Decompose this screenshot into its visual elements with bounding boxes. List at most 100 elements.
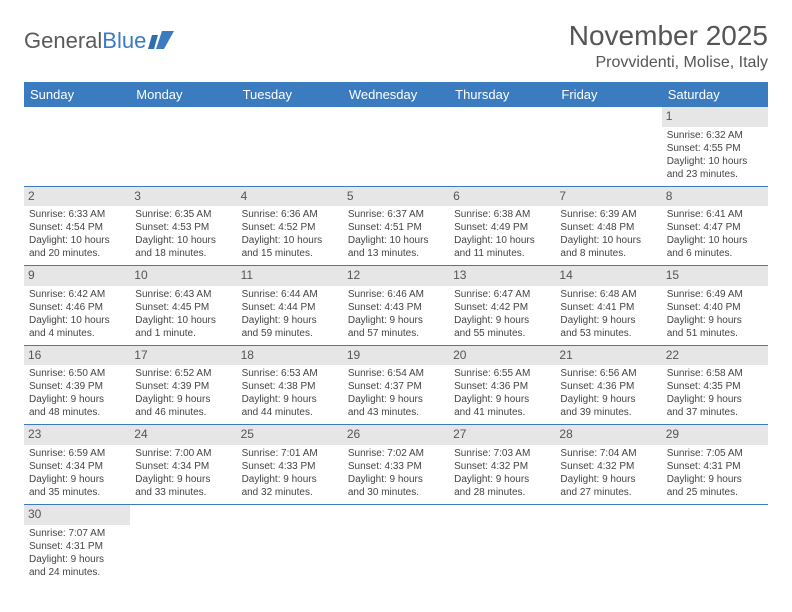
daylight-text: and 4 minutes. bbox=[29, 327, 125, 340]
day-number: 7 bbox=[555, 187, 661, 207]
day-cell: 18Sunrise: 6:53 AMSunset: 4:38 PMDayligh… bbox=[237, 345, 343, 425]
day-cell: 25Sunrise: 7:01 AMSunset: 4:33 PMDayligh… bbox=[237, 425, 343, 505]
sunrise-text: Sunrise: 6:42 AM bbox=[29, 288, 125, 301]
day-number: 30 bbox=[24, 505, 130, 525]
sunset-text: Sunset: 4:55 PM bbox=[667, 142, 763, 155]
day-number: 13 bbox=[449, 266, 555, 286]
sunrise-text: Sunrise: 6:47 AM bbox=[454, 288, 550, 301]
empty-cell bbox=[555, 107, 661, 186]
daylight-text: and 8 minutes. bbox=[560, 247, 656, 260]
sunrise-text: Sunrise: 7:04 AM bbox=[560, 447, 656, 460]
daylight-text: and 25 minutes. bbox=[667, 486, 763, 499]
daylight-text: and 55 minutes. bbox=[454, 327, 550, 340]
calendar-table: SundayMondayTuesdayWednesdayThursdayFrid… bbox=[24, 82, 768, 584]
day-cell: 13Sunrise: 6:47 AMSunset: 4:42 PMDayligh… bbox=[449, 266, 555, 346]
sunrise-text: Sunrise: 7:02 AM bbox=[348, 447, 444, 460]
sunset-text: Sunset: 4:31 PM bbox=[29, 540, 125, 553]
empty-cell bbox=[343, 107, 449, 186]
daylight-text: Daylight: 10 hours bbox=[242, 234, 338, 247]
day-number: 8 bbox=[662, 187, 768, 207]
day-number: 15 bbox=[662, 266, 768, 286]
week-row: 9Sunrise: 6:42 AMSunset: 4:46 PMDaylight… bbox=[24, 266, 768, 346]
week-row: 16Sunrise: 6:50 AMSunset: 4:39 PMDayligh… bbox=[24, 345, 768, 425]
day-cell: 19Sunrise: 6:54 AMSunset: 4:37 PMDayligh… bbox=[343, 345, 449, 425]
day-number: 27 bbox=[449, 425, 555, 445]
logo-text-1: General bbox=[24, 28, 102, 54]
sunrise-text: Sunrise: 6:48 AM bbox=[560, 288, 656, 301]
daylight-text: Daylight: 9 hours bbox=[242, 473, 338, 486]
daylight-text: Daylight: 9 hours bbox=[29, 553, 125, 566]
day-cell: 26 Sunrise: 7:02 AMSunset: 4:33 PMDayligh… bbox=[343, 425, 449, 505]
sunrise-text: Sunrise: 6:56 AM bbox=[560, 367, 656, 380]
daylight-text: and 51 minutes. bbox=[667, 327, 763, 340]
day-number: 26 bbox=[343, 425, 449, 445]
week-row: 30Sunrise: 7:07 AMSunset: 4:31 PMDayligh… bbox=[24, 504, 768, 583]
sunset-text: Sunset: 4:37 PM bbox=[348, 380, 444, 393]
sunset-text: Sunset: 4:31 PM bbox=[667, 460, 763, 473]
logo-flag-icon bbox=[148, 31, 176, 51]
sunset-text: Sunset: 4:41 PM bbox=[560, 301, 656, 314]
daylight-text: and 11 minutes. bbox=[454, 247, 550, 260]
empty-cell bbox=[24, 107, 130, 186]
daylight-text: and 1 minute. bbox=[135, 327, 231, 340]
sunset-text: Sunset: 4:48 PM bbox=[560, 221, 656, 234]
day-cell: 8Sunrise: 6:41 AMSunset: 4:47 PMDaylight… bbox=[662, 186, 768, 266]
daylight-text: and 37 minutes. bbox=[667, 406, 763, 419]
day-cell: 4Sunrise: 6:36 AMSunset: 4:52 PMDaylight… bbox=[237, 186, 343, 266]
day-cell: 14Sunrise: 6:48 AMSunset: 4:41 PMDayligh… bbox=[555, 266, 661, 346]
sunset-text: Sunset: 4:33 PM bbox=[348, 460, 444, 473]
sunset-text: Sunset: 4:36 PM bbox=[454, 380, 550, 393]
daylight-text: and 27 minutes. bbox=[560, 486, 656, 499]
daylight-text: and 18 minutes. bbox=[135, 247, 231, 260]
daylight-text: Daylight: 10 hours bbox=[348, 234, 444, 247]
day-cell: 3Sunrise: 6:35 AMSunset: 4:53 PMDaylight… bbox=[130, 186, 236, 266]
day-number: 6 bbox=[449, 187, 555, 207]
daylight-text: Daylight: 10 hours bbox=[560, 234, 656, 247]
daylight-text: Daylight: 9 hours bbox=[29, 473, 125, 486]
day-number: 18 bbox=[237, 346, 343, 366]
day-number: 22 bbox=[662, 346, 768, 366]
sunrise-text: Sunrise: 7:00 AM bbox=[135, 447, 231, 460]
day-cell: 22Sunrise: 6:58 AMSunset: 4:35 PMDayligh… bbox=[662, 345, 768, 425]
day-number: 1 bbox=[662, 107, 768, 127]
sunrise-text: Sunrise: 6:50 AM bbox=[29, 367, 125, 380]
day-number: 16 bbox=[24, 346, 130, 366]
daylight-text: Daylight: 9 hours bbox=[242, 314, 338, 327]
daylight-text: Daylight: 9 hours bbox=[667, 473, 763, 486]
sunrise-text: Sunrise: 6:52 AM bbox=[135, 367, 231, 380]
sunrise-text: Sunrise: 6:38 AM bbox=[454, 208, 550, 221]
day-cell: 6Sunrise: 6:38 AMSunset: 4:49 PMDaylight… bbox=[449, 186, 555, 266]
sunset-text: Sunset: 4:42 PM bbox=[454, 301, 550, 314]
daylight-text: and 6 minutes. bbox=[667, 247, 763, 260]
sunset-text: Sunset: 4:32 PM bbox=[454, 460, 550, 473]
daylight-text: Daylight: 9 hours bbox=[242, 393, 338, 406]
day-number: 17 bbox=[130, 346, 236, 366]
day-cell: 5Sunrise: 6:37 AMSunset: 4:51 PMDaylight… bbox=[343, 186, 449, 266]
logo: GeneralBlue bbox=[24, 28, 176, 54]
sunrise-text: Sunrise: 6:36 AM bbox=[242, 208, 338, 221]
daylight-text: Daylight: 9 hours bbox=[560, 473, 656, 486]
sunset-text: Sunset: 4:51 PM bbox=[348, 221, 444, 234]
daylight-text: and 15 minutes. bbox=[242, 247, 338, 260]
sunrise-text: Sunrise: 6:55 AM bbox=[454, 367, 550, 380]
month-title: November 2025 bbox=[569, 20, 768, 52]
sunset-text: Sunset: 4:46 PM bbox=[29, 301, 125, 314]
header: GeneralBlue November 2025 Provvidenti, M… bbox=[24, 20, 768, 72]
sunrise-text: Sunrise: 7:03 AM bbox=[454, 447, 550, 460]
sunrise-text: Sunrise: 7:05 AM bbox=[667, 447, 763, 460]
day-number: 14 bbox=[555, 266, 661, 286]
daylight-text: and 44 minutes. bbox=[242, 406, 338, 419]
sunrise-text: Sunrise: 6:44 AM bbox=[242, 288, 338, 301]
daylight-text: Daylight: 9 hours bbox=[348, 473, 444, 486]
day-cell: 2Sunrise: 6:33 AMSunset: 4:54 PMDaylight… bbox=[24, 186, 130, 266]
day-header: Tuesday bbox=[237, 82, 343, 107]
empty-cell bbox=[449, 504, 555, 583]
daylight-text: Daylight: 10 hours bbox=[29, 234, 125, 247]
sunset-text: Sunset: 4:43 PM bbox=[348, 301, 444, 314]
daylight-text: Daylight: 9 hours bbox=[348, 314, 444, 327]
day-cell: 23Sunrise: 6:59 AMSunset: 4:34 PMDayligh… bbox=[24, 425, 130, 505]
sunset-text: Sunset: 4:49 PM bbox=[454, 221, 550, 234]
daylight-text: Daylight: 9 hours bbox=[454, 393, 550, 406]
daylight-text: and 28 minutes. bbox=[454, 486, 550, 499]
day-cell: 27Sunrise: 7:03 AMSunset: 4:32 PMDayligh… bbox=[449, 425, 555, 505]
